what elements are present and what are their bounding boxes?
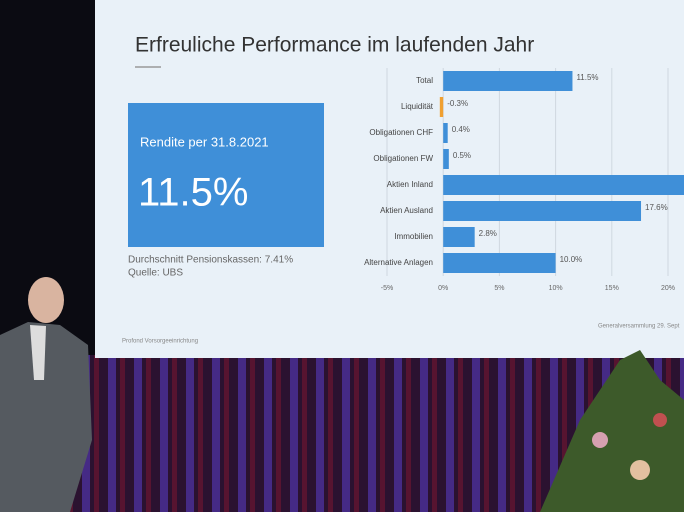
y-tick-label: Obligationen FW <box>373 154 433 163</box>
footer-right: Generalversammlung 29. Sept <box>598 324 680 330</box>
slide-title: Erfreuliche Performance im laufenden Jah… <box>135 34 534 57</box>
x-tick-label: 5% <box>494 285 504 292</box>
value-label: 17.6% <box>645 203 668 212</box>
highlight-value: 11.5% <box>138 171 248 215</box>
value-label: 2.8% <box>479 229 497 238</box>
x-tick-label: 15% <box>605 285 619 292</box>
value-label: -0.3% <box>447 99 468 108</box>
y-tick-label: Alternative Anlagen <box>364 258 433 267</box>
bar <box>443 71 573 91</box>
speaker-shirt <box>30 325 46 380</box>
source: Quelle: UBS <box>128 268 183 279</box>
highlight-box <box>128 103 324 247</box>
note: Durchschnitt Pensionskassen: 7.41% <box>128 255 293 266</box>
bar <box>443 149 449 169</box>
speaker-head <box>28 277 64 323</box>
flowers <box>540 350 684 512</box>
x-tick-label: -5% <box>381 285 393 292</box>
x-tick-label: 0% <box>438 285 448 292</box>
x-tick-label: 10% <box>549 285 563 292</box>
plot: -5% 0% 5% 10% 15% 20% Total 11.5% Liquidität -0.3… <box>364 68 684 292</box>
speaker-body <box>0 322 92 512</box>
y-tick-label: Immobilien <box>394 232 433 241</box>
x-tick-label: 20% <box>661 285 675 292</box>
y-tick-label: Total <box>416 76 433 85</box>
value-label: 10.0% <box>560 255 583 264</box>
bar <box>443 123 448 143</box>
bar <box>443 201 642 221</box>
bar <box>443 253 556 273</box>
value-label: 0.5% <box>453 151 471 160</box>
speaker <box>0 277 92 512</box>
value-label: 0.4% <box>452 125 470 134</box>
footer-left: Profond Vorsorgeeinrichtung <box>122 339 198 345</box>
flower <box>653 413 667 427</box>
value-label: 11.5% <box>576 73 598 82</box>
y-tick-label: Liquidität <box>401 102 434 111</box>
y-tick-label: Obligationen CHF <box>369 128 433 137</box>
bar <box>439 97 444 117</box>
bar <box>443 227 475 247</box>
flower <box>592 432 608 448</box>
bars <box>439 71 684 273</box>
highlight-label: Rendite per 31.8.2021 <box>140 134 269 149</box>
bar <box>443 175 684 195</box>
flower <box>630 460 650 480</box>
y-tick-label: Aktien Inland <box>387 180 433 189</box>
y-tick-label: Aktien Ausland <box>380 206 433 215</box>
